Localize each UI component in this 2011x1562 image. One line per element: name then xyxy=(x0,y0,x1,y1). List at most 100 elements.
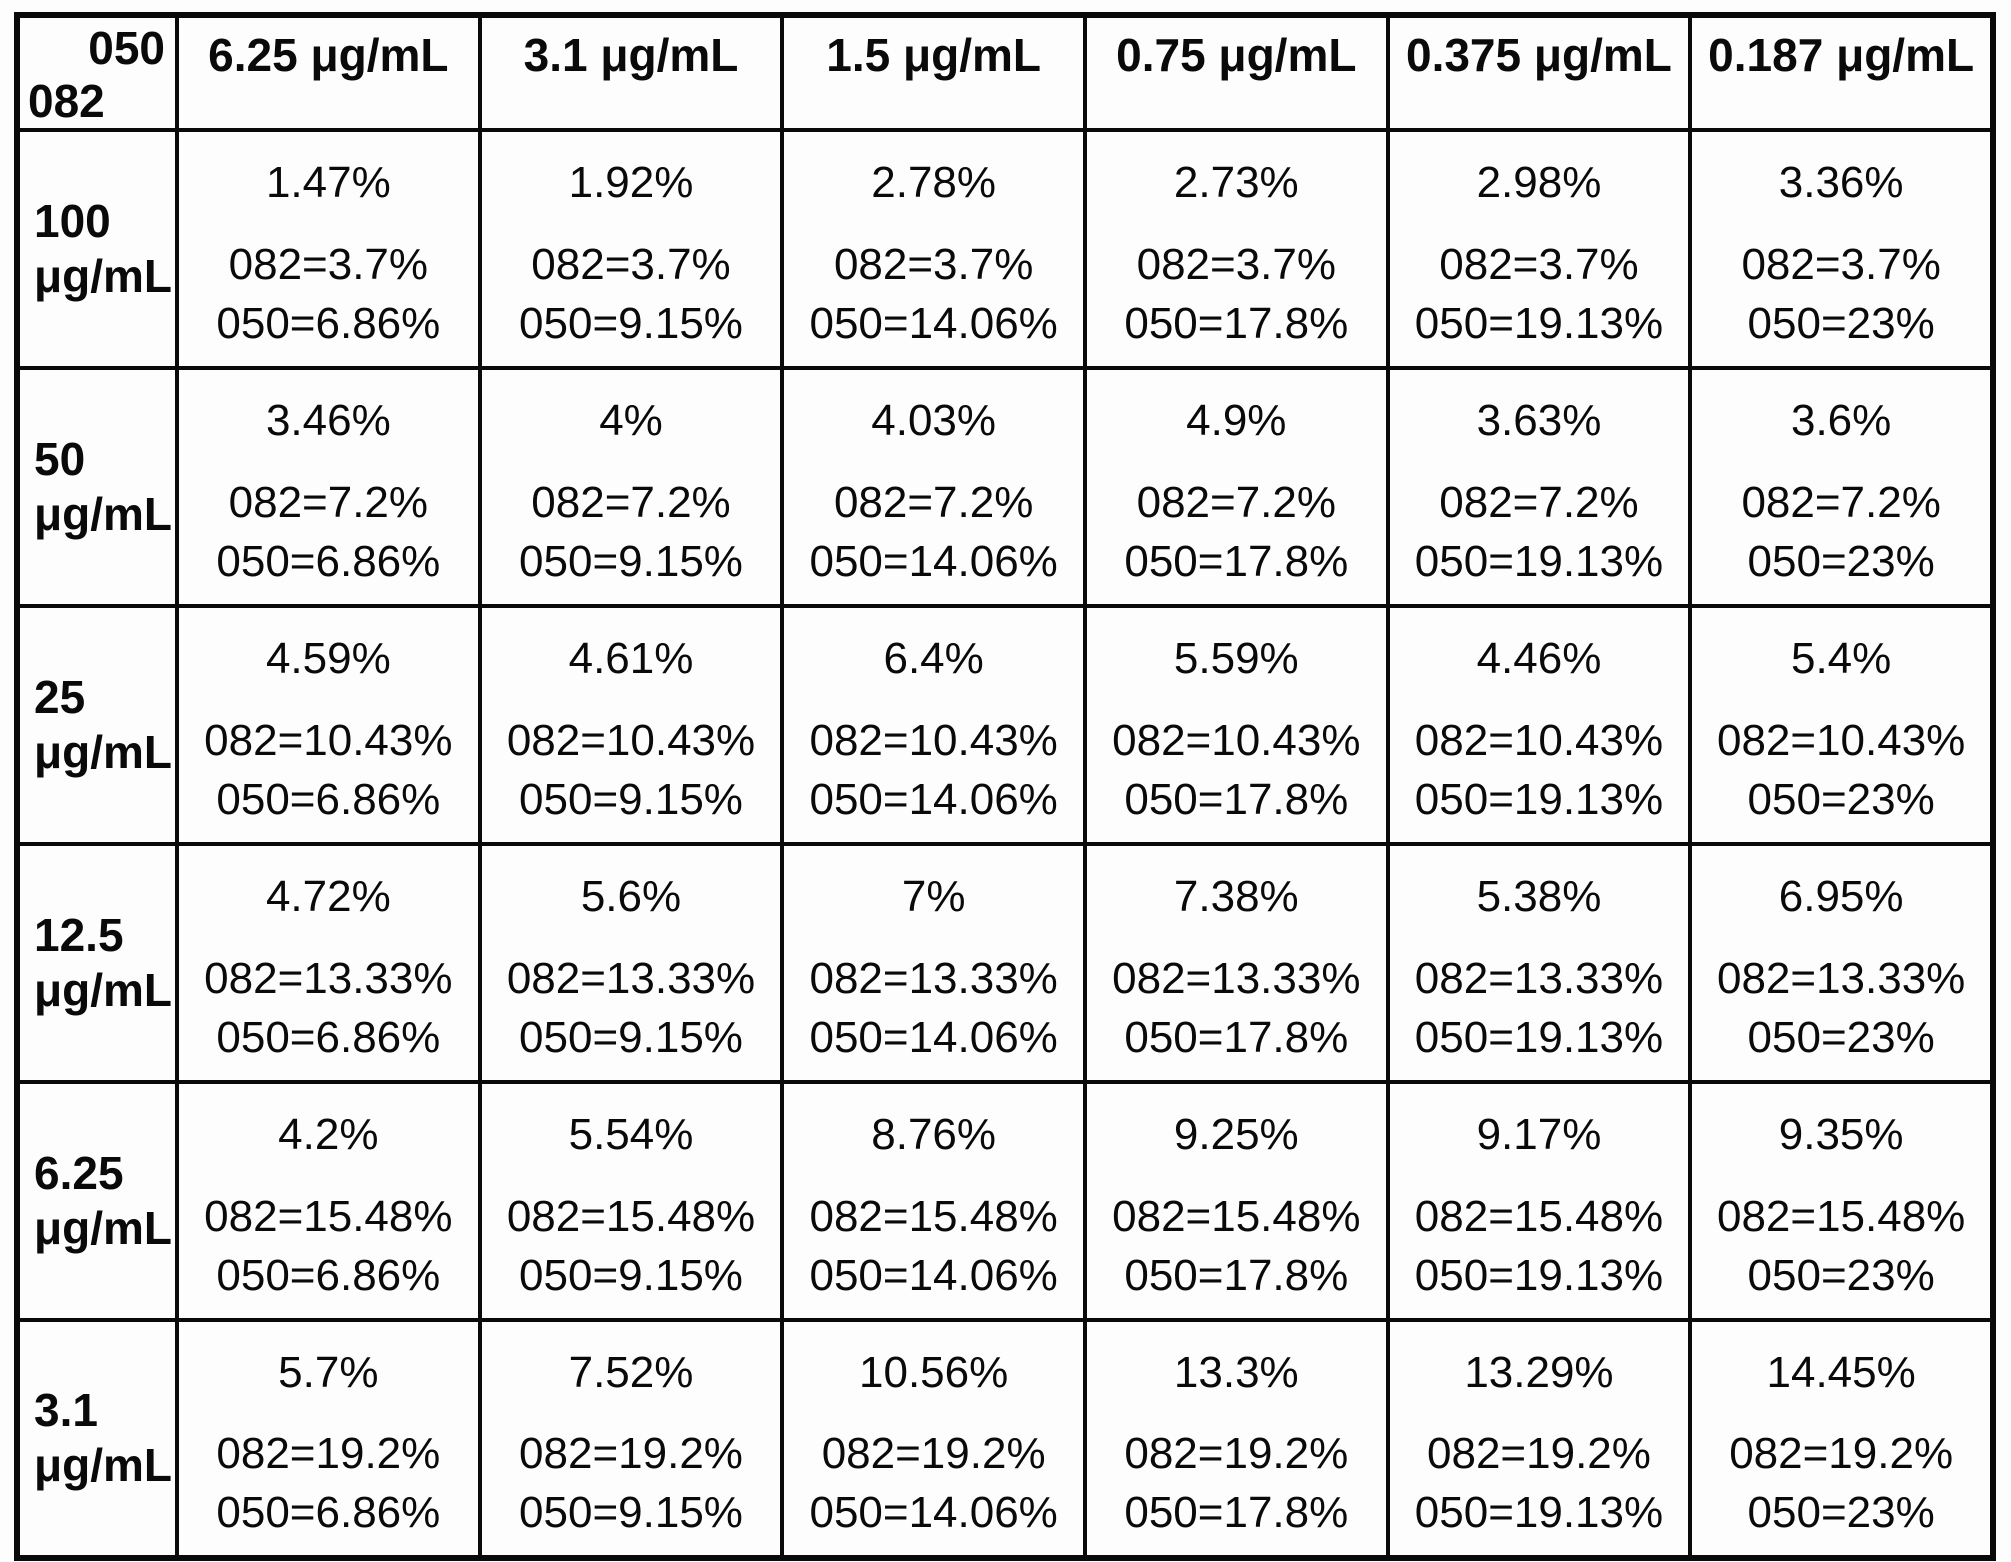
cell-value: 4.03% xyxy=(871,395,997,445)
data-cell: 2.78% 082=3.7% 050=14.06% xyxy=(780,127,1087,370)
cell-082-line: 082=15.48% xyxy=(506,1191,756,1241)
cell-082-line: 082=3.7% xyxy=(1741,239,1941,289)
cell-050-line: 050=14.06% xyxy=(809,298,1058,348)
row-label-line2: μg/mL xyxy=(34,1201,173,1254)
cell-050-line: 050=23% xyxy=(1747,774,1935,824)
cell-value: 7.52% xyxy=(568,1347,694,1397)
cell-050-line: 050=14.06% xyxy=(809,536,1058,586)
cell-050-line: 050=19.13% xyxy=(1414,774,1664,824)
cell-050-line: 050=9.15% xyxy=(519,536,743,586)
cell-082-line: 082=3.7% xyxy=(228,239,429,289)
data-cell: 4.03% 082=7.2% 050=14.06% xyxy=(780,365,1087,608)
corner-082-label: 082 xyxy=(28,74,105,127)
cell-050-line: 050=6.86% xyxy=(216,774,441,824)
cell-value: 7.38% xyxy=(1173,871,1299,921)
data-cell: 5.7% 082=19.2% 050=6.86% xyxy=(175,1317,482,1560)
cell-050-line: 050=6.86% xyxy=(216,298,441,348)
data-cell: 13.29% 082=19.2% 050=19.13% xyxy=(1385,1317,1693,1560)
cell-082-line: 082=13.33% xyxy=(204,953,453,1003)
cell-value: 5.7% xyxy=(278,1347,379,1397)
cell-082-line: 082=7.2% xyxy=(1741,477,1941,527)
cell-value: 5.38% xyxy=(1476,871,1602,921)
cell-050-line: 050=9.15% xyxy=(519,774,743,824)
cell-050-line: 050=6.86% xyxy=(216,1250,441,1300)
cell-value: 13.29% xyxy=(1464,1347,1614,1397)
col-header-0-187: 0.187 μg/mL xyxy=(1688,13,1995,132)
cell-050-line: 050=19.13% xyxy=(1414,1250,1664,1300)
header-row: 050 082 6.25 μg/mL 3.1 μg/mL 1.5 μg/mL 0… xyxy=(15,13,1995,132)
cell-082-line: 082=19.2% xyxy=(519,1428,743,1478)
row-label-line1: 12.5 xyxy=(34,908,124,961)
row-label-line1: 3.1 xyxy=(34,1384,98,1437)
cell-value: 4.61% xyxy=(568,633,694,683)
cell-082-line: 082=10.43% xyxy=(1414,715,1664,765)
cell-050-line: 050=19.13% xyxy=(1414,298,1664,348)
row-label-line2: μg/mL xyxy=(34,1439,173,1492)
cell-value: 5.59% xyxy=(1173,633,1299,683)
data-cell: 4.61% 082=10.43% 050=9.15% xyxy=(477,603,785,846)
data-cell: 5.54% 082=15.48% 050=9.15% xyxy=(477,1079,785,1322)
cell-082-line: 082=7.2% xyxy=(228,477,429,527)
corner-cell: 050 082 xyxy=(15,13,179,132)
data-cell: 5.4% 082=10.43% 050=23% xyxy=(1688,603,1995,846)
cell-050-line: 050=6.86% xyxy=(216,1012,441,1062)
col-header-0-375: 0.375 μg/mL xyxy=(1385,13,1693,132)
cell-082-line: 082=10.43% xyxy=(1112,715,1361,765)
cell-082-line: 082=7.2% xyxy=(833,477,1034,527)
cell-value: 5.54% xyxy=(568,1109,694,1159)
row-label-25: 25 μg/mL xyxy=(15,603,179,846)
cell-082-line: 082=15.48% xyxy=(809,1191,1058,1241)
cell-082-line: 082=13.33% xyxy=(809,953,1058,1003)
cell-082-line: 082=7.2% xyxy=(1136,477,1336,527)
cell-050-line: 050=19.13% xyxy=(1414,1487,1664,1537)
cell-050-line: 050=23% xyxy=(1747,536,1935,586)
row-label-50: 50 μg/mL xyxy=(15,365,179,608)
cell-082-line: 082=13.33% xyxy=(1112,953,1361,1003)
data-cell: 4.9% 082=7.2% 050=17.8% xyxy=(1082,365,1390,608)
cell-050-line: 050=23% xyxy=(1747,1487,1935,1537)
cell-value: 1.92% xyxy=(568,157,694,207)
cell-050-line: 050=14.06% xyxy=(809,1250,1058,1300)
data-cell: 4.72% 082=13.33% 050=6.86% xyxy=(175,841,482,1084)
cell-050-line: 050=6.86% xyxy=(216,1487,441,1537)
cell-050-line: 050=19.13% xyxy=(1414,536,1664,586)
cell-082-line: 082=3.7% xyxy=(1136,239,1336,289)
cell-050-line: 050=6.86% xyxy=(216,536,441,586)
concentration-table: 050 082 6.25 μg/mL 3.1 μg/mL 1.5 μg/mL 0… xyxy=(14,12,1996,1561)
row-label-line2: μg/mL xyxy=(34,725,173,778)
cell-050-line: 050=9.15% xyxy=(519,298,743,348)
row-label-line1: 25 xyxy=(34,670,86,723)
cell-value: 2.78% xyxy=(871,157,997,207)
data-cell: 9.25% 082=15.48% 050=17.8% xyxy=(1082,1079,1390,1322)
data-cell: 5.6% 082=13.33% 050=9.15% xyxy=(477,841,785,1084)
cell-value: 13.3% xyxy=(1173,1347,1299,1397)
cell-082-line: 082=19.2% xyxy=(1124,1428,1349,1478)
cell-050-line: 050=23% xyxy=(1747,1250,1935,1300)
cell-value: 9.35% xyxy=(1778,1109,1904,1159)
cell-value: 9.25% xyxy=(1173,1109,1299,1159)
row-label-line2: μg/mL xyxy=(34,487,173,540)
table-row-3-1: 3.1 μg/mL 5.7% 082=19.2% 050=6.86% 7.52% 08… xyxy=(15,1317,1995,1560)
data-cell: 7.38% 082=13.33% 050=17.8% xyxy=(1082,841,1390,1084)
data-cell: 6.95% 082=13.33% 050=23% xyxy=(1688,841,1995,1084)
row-label-3-1: 3.1 μg/mL xyxy=(15,1317,179,1560)
cell-082-line: 082=15.48% xyxy=(1112,1191,1361,1241)
data-cell: 5.38% 082=13.33% 050=19.13% xyxy=(1385,841,1693,1084)
cell-082-line: 082=19.2% xyxy=(1729,1428,1954,1478)
col-header-6-25: 6.25 μg/mL xyxy=(175,13,482,132)
data-cell: 3.46% 082=7.2% 050=6.86% xyxy=(175,365,482,608)
cell-value: 3.6% xyxy=(1790,395,1892,445)
cell-value: 5.4% xyxy=(1790,633,1892,683)
cell-082-line: 082=15.48% xyxy=(1414,1191,1664,1241)
cell-082-line: 082=10.43% xyxy=(809,715,1058,765)
cell-082-line: 082=15.48% xyxy=(1716,1191,1966,1241)
data-cell: 7.52% 082=19.2% 050=9.15% xyxy=(477,1317,785,1560)
cell-082-line: 082=10.43% xyxy=(1716,715,1966,765)
cell-value: 6.4% xyxy=(883,633,984,683)
cell-082-line: 082=3.7% xyxy=(1439,239,1639,289)
cell-050-line: 050=9.15% xyxy=(519,1012,743,1062)
cell-050-line: 050=23% xyxy=(1747,298,1935,348)
data-cell: 13.3% 082=19.2% 050=17.8% xyxy=(1082,1317,1390,1560)
row-label-line1: 100 xyxy=(34,194,111,247)
